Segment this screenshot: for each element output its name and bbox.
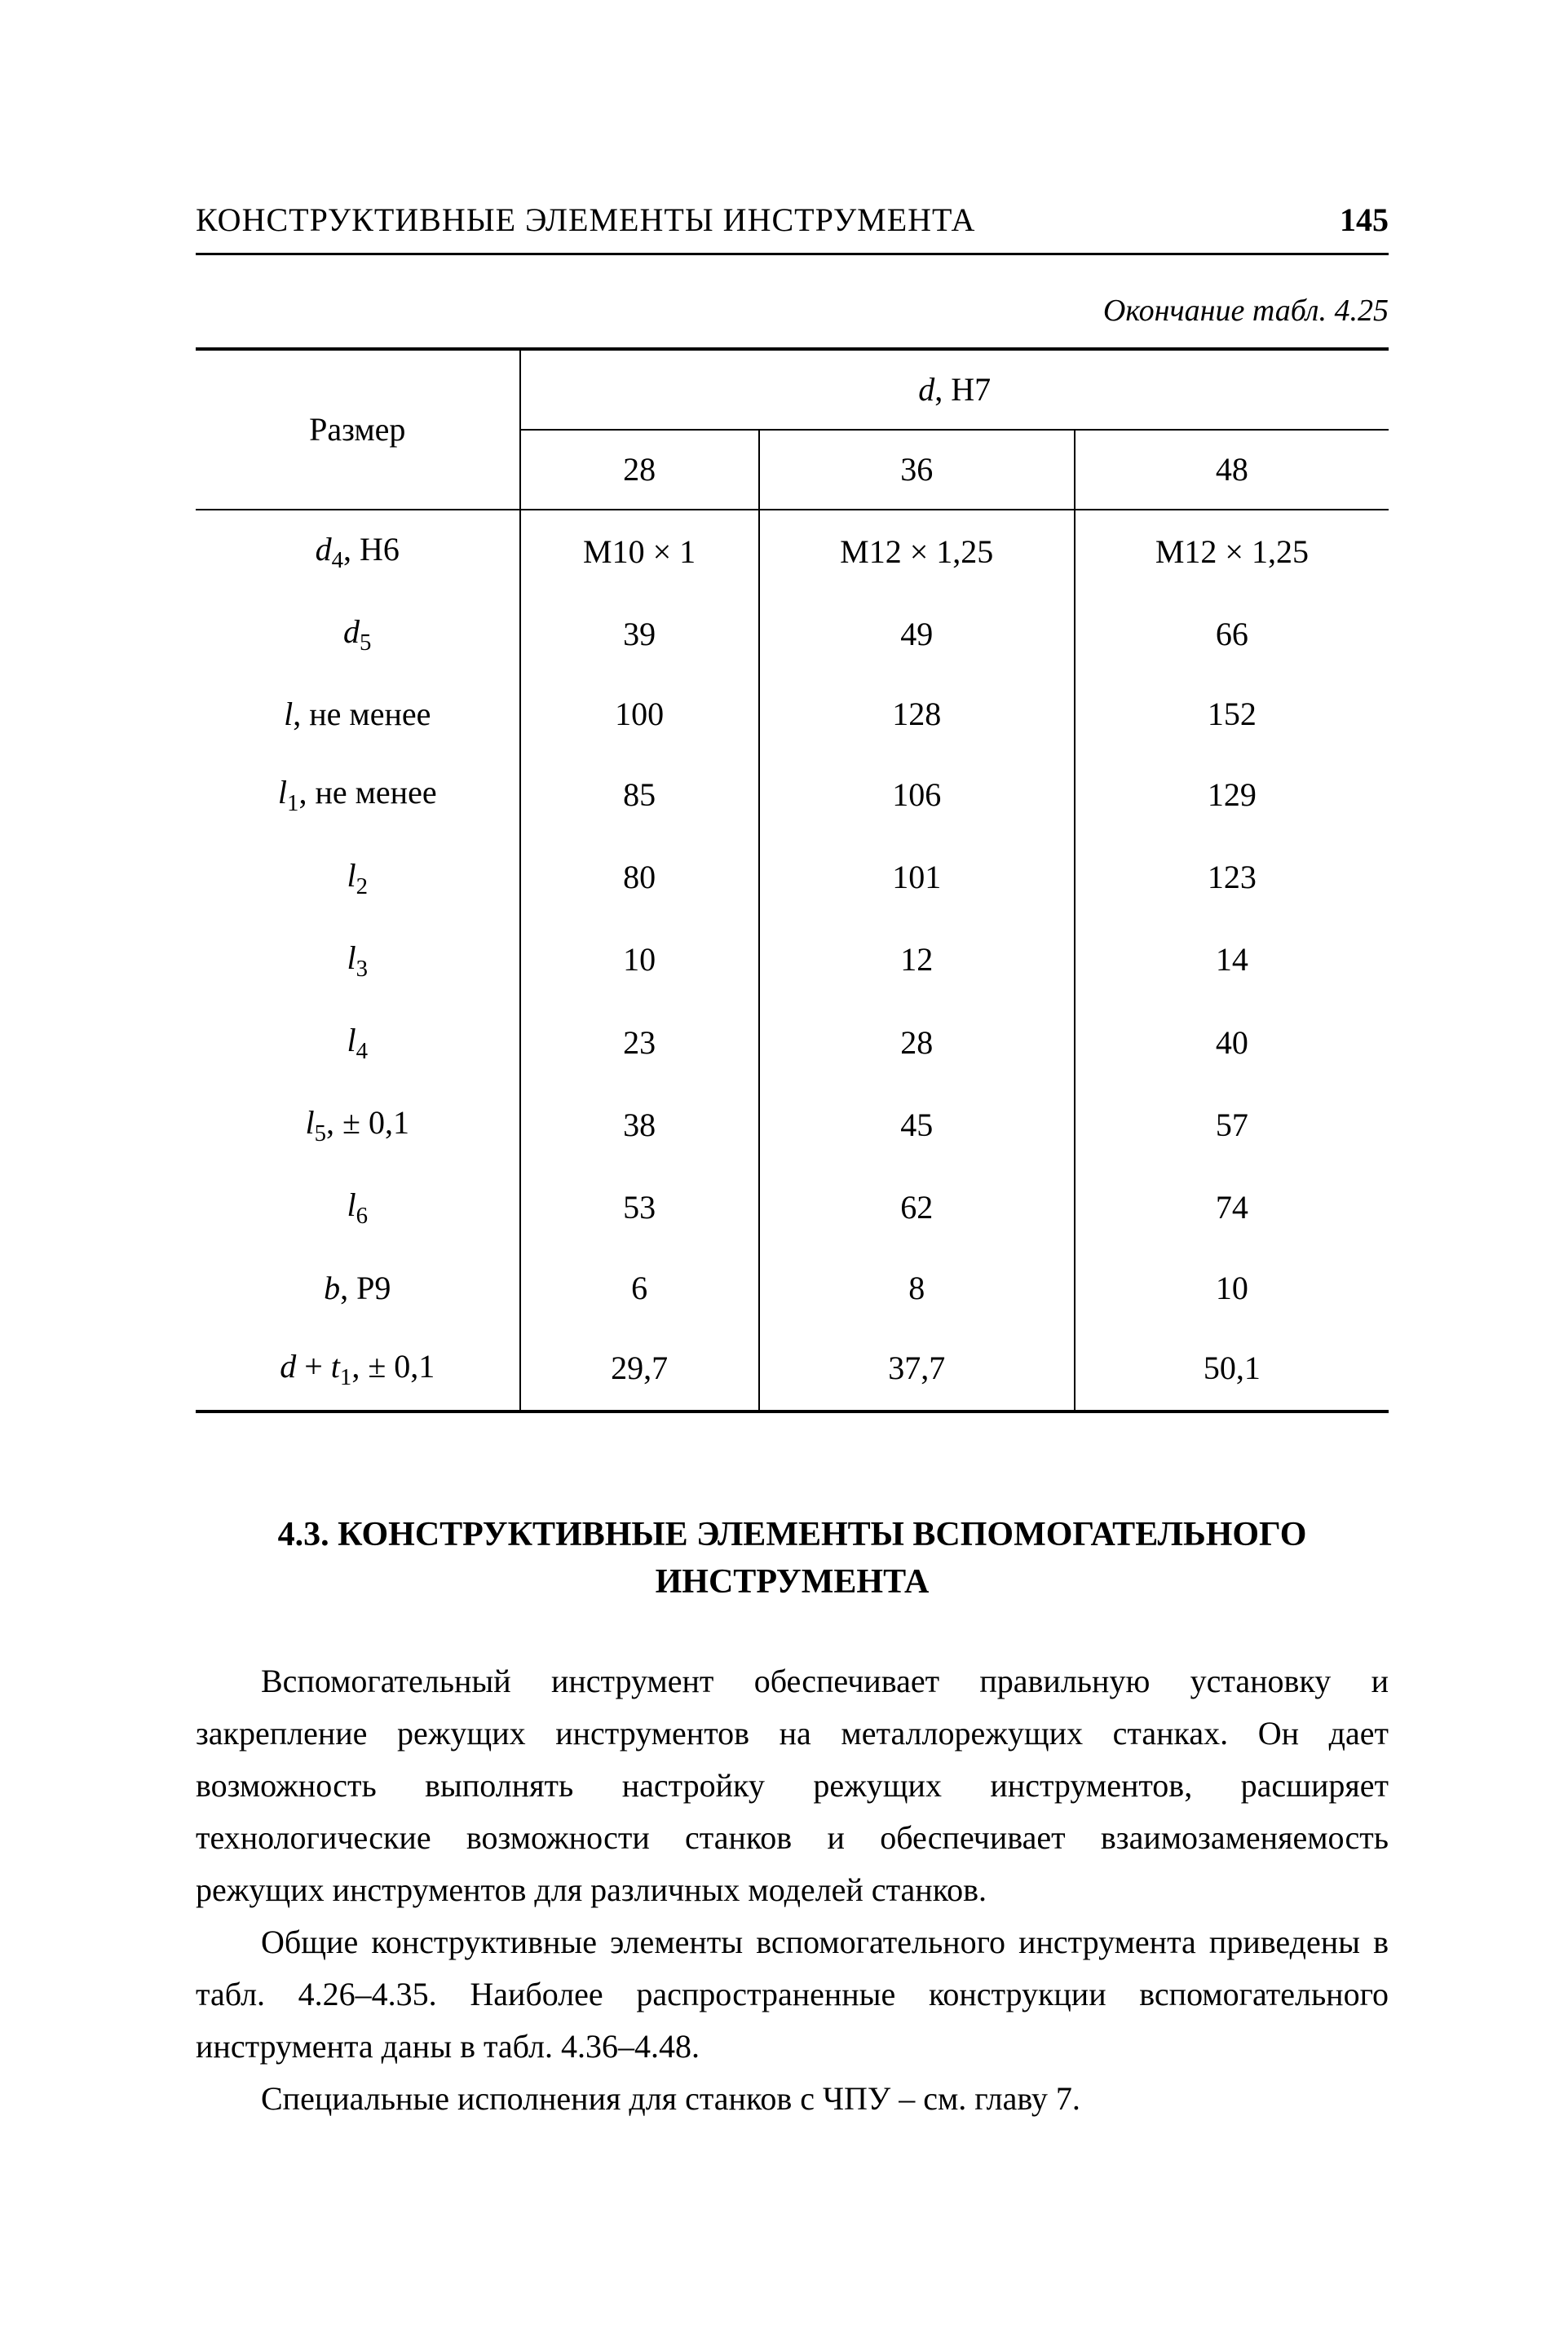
cell: 10 [1075,1249,1389,1328]
table-body: d4, H6M10 × 1M12 × 1,25M12 × 1,25d539496… [196,510,1389,1411]
cell: 106 [759,753,1075,836]
cell: 128 [759,675,1075,753]
row-label: l, не менее [196,675,520,753]
cell: 80 [520,837,759,919]
paragraph-3: Специальные исполнения для станков с ЧПУ… [196,2073,1389,2125]
row-label: d4, H6 [196,510,520,593]
table-head: Размер d, H7 28 36 48 [196,349,1389,510]
running-head: КОНСТРУКТИВНЫЕ ЭЛЕМЕНТЫ ИНСТРУМЕНТА 145 [196,196,1389,255]
cell: 14 [1075,919,1389,1001]
table-row: l280101123 [196,837,1389,919]
cell: 8 [759,1249,1075,1328]
row-label: l1, не менее [196,753,520,836]
row-label: l3 [196,919,520,1001]
cell: 38 [520,1084,759,1166]
paragraph-2: Общие конструктивные элементы вспомогате… [196,1916,1389,2073]
cell: M12 × 1,25 [1075,510,1389,593]
cell: 45 [759,1084,1075,1166]
col-36: 36 [759,430,1075,510]
cell: M12 × 1,25 [759,510,1075,593]
col-48: 48 [1075,430,1389,510]
row-label: l2 [196,837,520,919]
col-size-label: Размер [196,349,520,510]
table-row: d4, H6M10 × 1M12 × 1,25M12 × 1,25 [196,510,1389,593]
table-row: b, P96810 [196,1249,1389,1328]
cell: 123 [1075,837,1389,919]
cell: 101 [759,837,1075,919]
table-row: l6536274 [196,1166,1389,1248]
row-label: l5, ± 0,1 [196,1084,520,1166]
table-4-25-continuation: Размер d, H7 28 36 48 d4, H6M10 × 1M12 ×… [196,347,1389,1413]
cell: 152 [1075,675,1389,753]
table-continuation-note: Окончание табл. 4.25 [196,288,1389,334]
table-row: l5, ± 0,1384557 [196,1084,1389,1166]
cell: 40 [1075,1001,1389,1084]
cell: 28 [759,1001,1075,1084]
table-row: l1, не менее85106129 [196,753,1389,836]
table-row: l3101214 [196,919,1389,1001]
row-label: l4 [196,1001,520,1084]
cell: 37,7 [759,1328,1075,1411]
row-label: l6 [196,1166,520,1248]
col-28: 28 [520,430,759,510]
cell: 62 [759,1166,1075,1248]
cell: 85 [520,753,759,836]
cell: 129 [1075,753,1389,836]
cell: 10 [520,919,759,1001]
paragraph-1: Вспомогательный инструмент обеспечивает … [196,1655,1389,1916]
cell: 66 [1075,593,1389,675]
col-super-d-h7: d, H7 [520,349,1389,430]
cell: 23 [520,1001,759,1084]
cell: M10 × 1 [520,510,759,593]
cell: 53 [520,1166,759,1248]
cell: 6 [520,1249,759,1328]
cell: 29,7 [520,1328,759,1411]
page: КОНСТРУКТИВНЫЕ ЭЛЕМЕНТЫ ИНСТРУМЕНТА 145 … [0,0,1568,2337]
table-row: d5394966 [196,593,1389,675]
cell: 74 [1075,1166,1389,1248]
running-title: КОНСТРУКТИВНЫЕ ЭЛЕМЕНТЫ ИНСТРУМЕНТА [196,196,975,245]
cell: 57 [1075,1084,1389,1166]
cell: 39 [520,593,759,675]
table-row: d + t1, ± 0,129,737,750,1 [196,1328,1389,1411]
cell: 100 [520,675,759,753]
row-label: b, P9 [196,1249,520,1328]
row-label: d5 [196,593,520,675]
cell: 50,1 [1075,1328,1389,1411]
page-number: 145 [1340,196,1389,245]
cell: 49 [759,593,1075,675]
table-row: l4232840 [196,1001,1389,1084]
row-label: d + t1, ± 0,1 [196,1328,520,1411]
section-heading: 4.3. КОНСТРУКТИВНЫЕ ЭЛЕМЕНТЫ ВСПОМОГАТЕЛ… [196,1511,1389,1607]
cell: 12 [759,919,1075,1001]
table-row: l, не менее100128152 [196,675,1389,753]
